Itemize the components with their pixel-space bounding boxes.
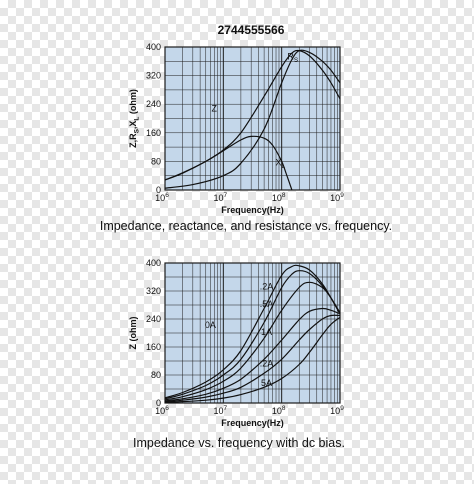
series-label: .2A <box>260 281 274 291</box>
plot-frame <box>164 46 341 191</box>
y-tick-label: 320 <box>146 286 161 296</box>
series-line-1A <box>164 307 341 402</box>
y-axis-label: Z (ohm) <box>128 317 138 350</box>
y-axis-label: Z,RS,XL (ohm) <box>128 89 141 148</box>
x-tick-label: 107 <box>214 192 228 203</box>
series-label: RS <box>287 52 299 64</box>
series-label: .2A <box>260 358 274 368</box>
series-line-R <box>164 49 341 189</box>
x-tick-label: 107 <box>214 405 228 416</box>
x-tick-label: 109 <box>330 192 344 203</box>
y-tick-label: 240 <box>146 314 161 324</box>
series-label: Z <box>212 103 218 113</box>
series-line-2A <box>164 270 341 400</box>
chart-impedance-dc-bias: 0 80 160 240 320 400 106 107 108 109 Frequency(Hz)… <box>128 258 344 428</box>
x-tick-label: 108 <box>272 192 286 203</box>
y-tick-label: 80 <box>151 370 161 380</box>
chart-1-title: 2744555566 <box>218 23 285 37</box>
y-tick-label: 160 <box>146 128 161 138</box>
series-line-5A <box>164 281 341 401</box>
series-label: 1A <box>261 327 272 337</box>
x-tick-label: 108 <box>272 405 286 416</box>
x-tick-label: 106 <box>155 405 169 416</box>
plot-frame <box>164 262 341 404</box>
series-label: 5A <box>261 378 272 388</box>
series-line-0A <box>164 264 341 399</box>
series-label: XL <box>276 158 286 171</box>
x-axis-label: Frequency(Hz) <box>221 205 284 215</box>
series-line-2A <box>164 314 341 403</box>
x-axis-label: Frequency(Hz) <box>221 418 284 428</box>
y-tick-label: 0 <box>156 398 161 408</box>
series-line-X <box>164 135 293 191</box>
series-label: 0A <box>205 320 216 330</box>
y-tick-label: 160 <box>146 342 161 352</box>
y-tick-label: 320 <box>146 71 161 81</box>
chart-impedance-reactance-resistance: 0 80 160 240 320 400 106 107 108 109 Frequency(Hz)… <box>128 42 344 215</box>
chart-1-caption: Impedance, reactance, and resistance vs.… <box>100 219 392 233</box>
y-tick-label: 240 <box>146 99 161 109</box>
x-tick-label: 106 <box>155 192 169 203</box>
y-tick-label: 400 <box>146 258 161 268</box>
y-tick-label: 400 <box>146 42 161 52</box>
series-label: .5A <box>260 299 274 309</box>
series-line-5A <box>164 316 341 403</box>
x-tick-label: 109 <box>330 405 344 416</box>
y-tick-label: 0 <box>156 185 161 195</box>
chart-2-caption: Impedance vs. frequency with dc bias. <box>133 436 345 450</box>
y-tick-label: 80 <box>151 156 161 166</box>
